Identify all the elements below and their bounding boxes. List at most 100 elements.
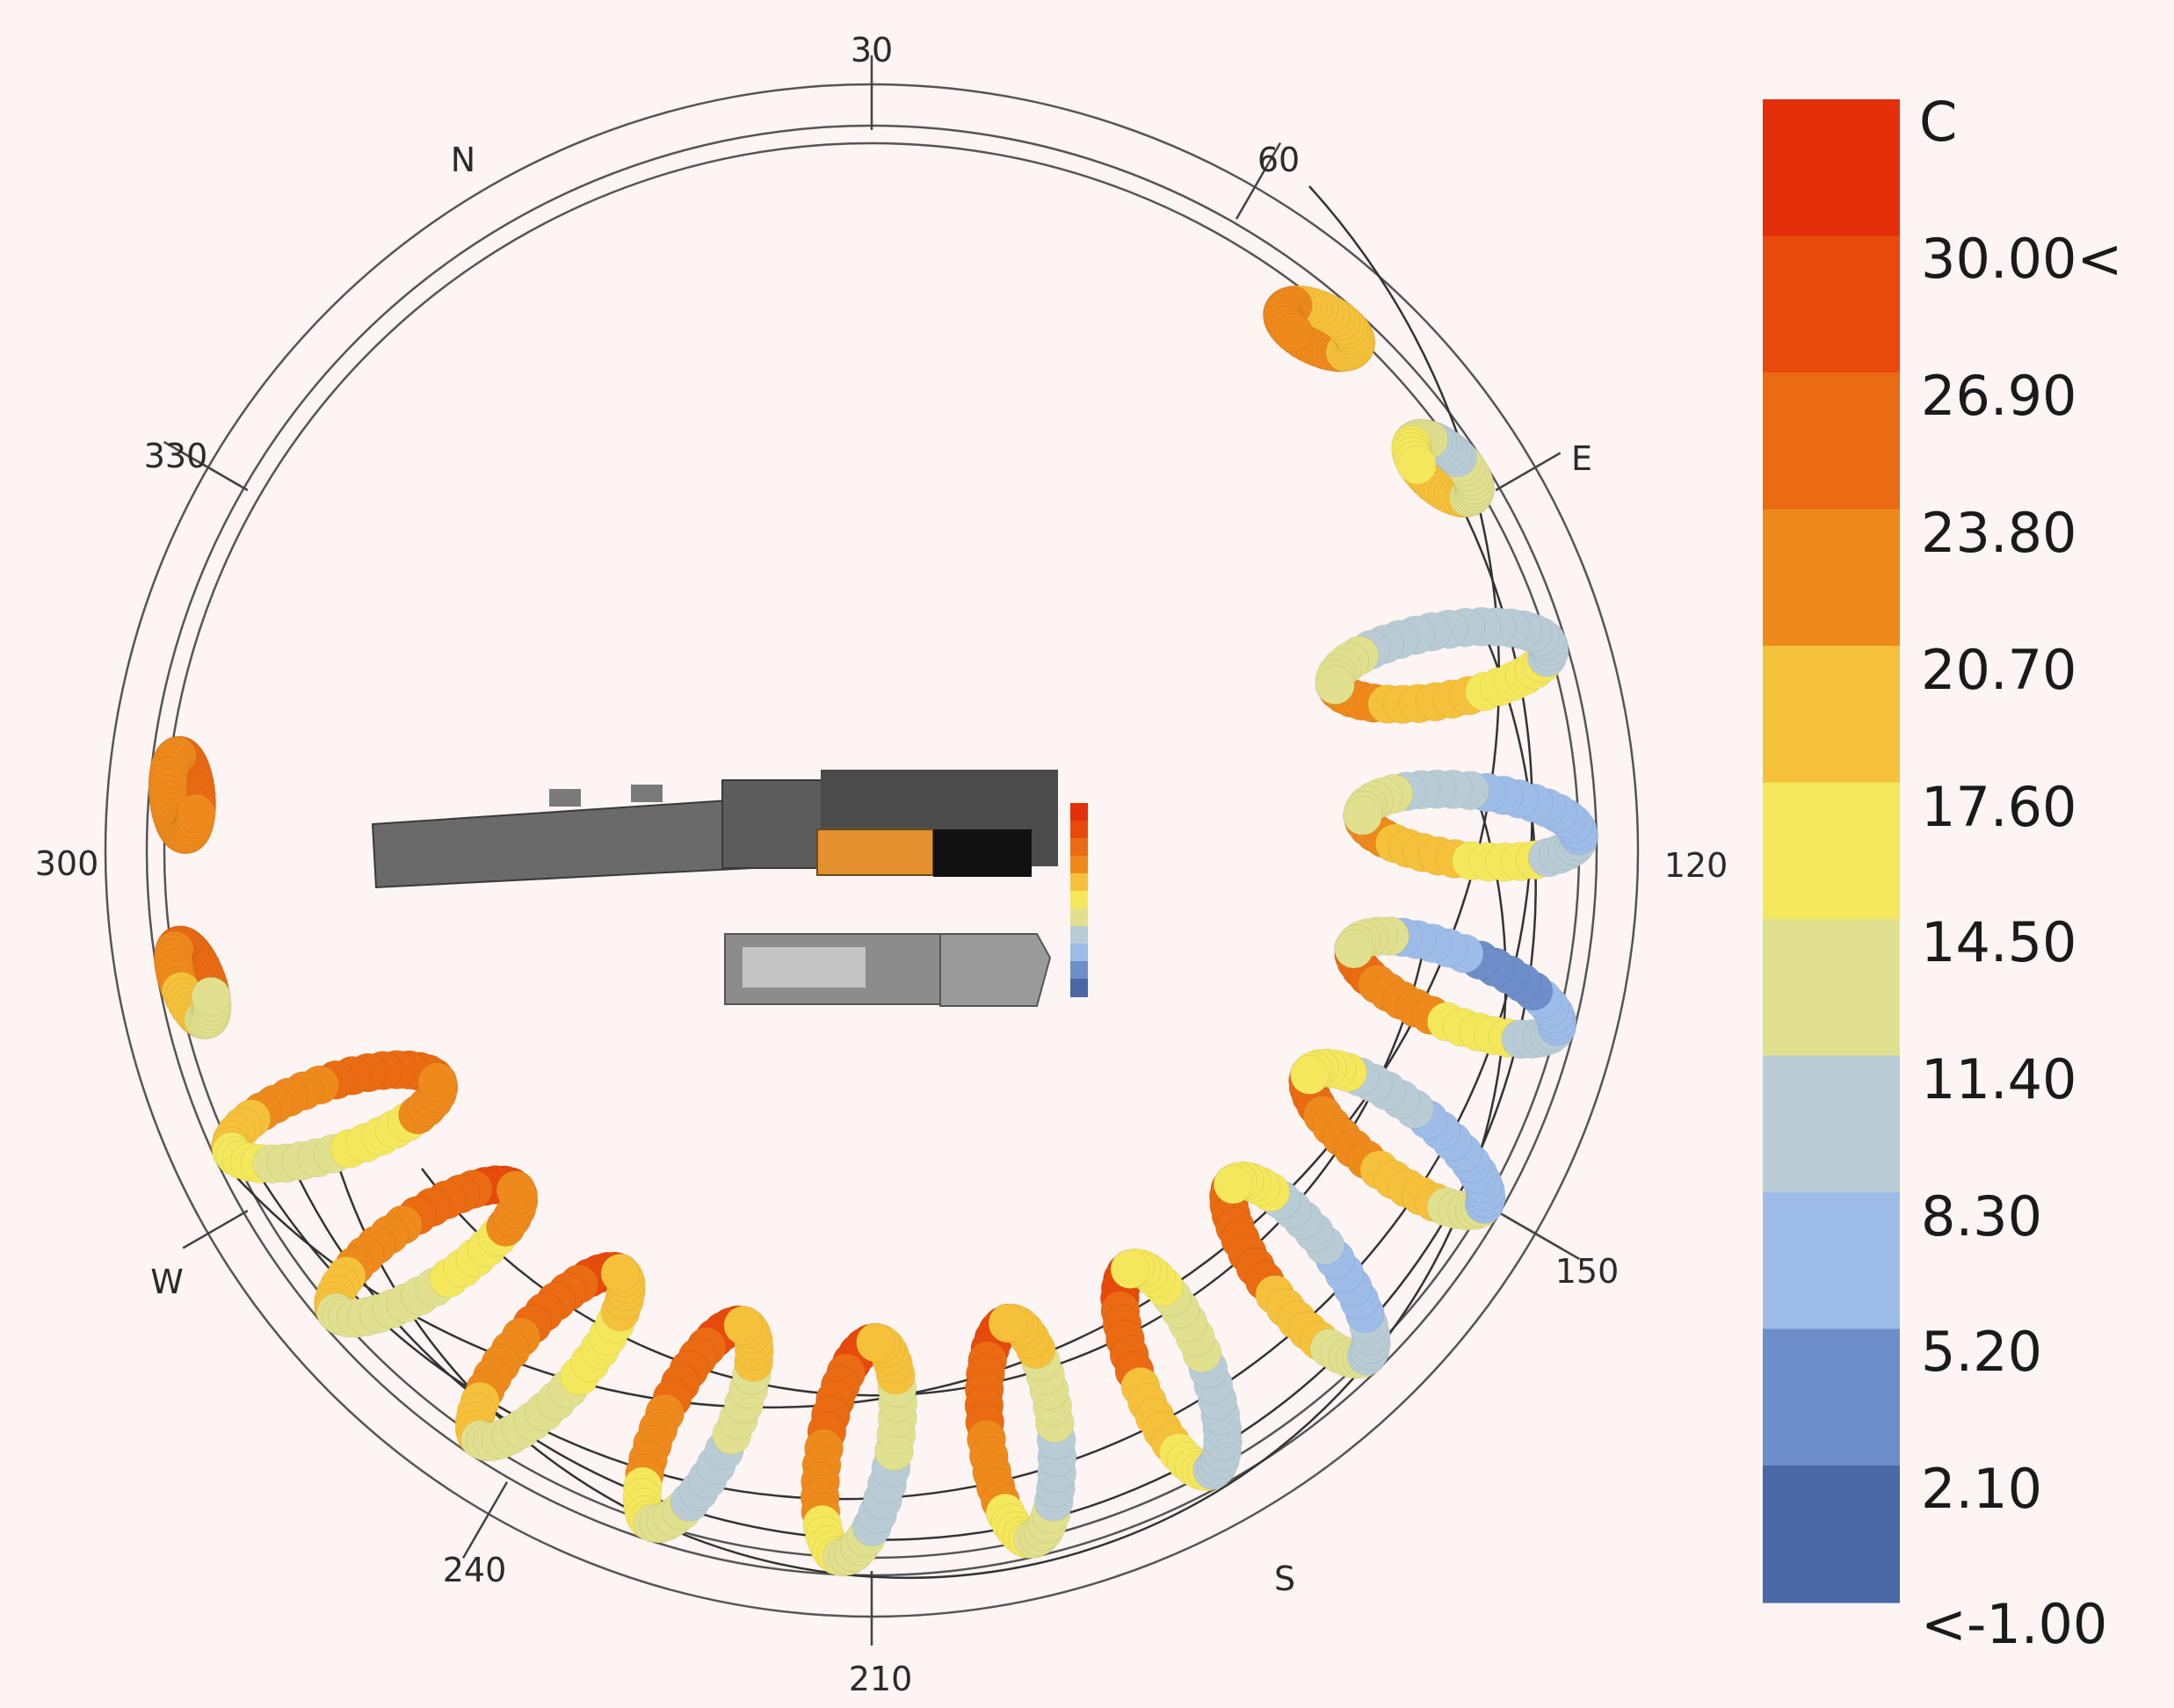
legend-value-3: 20.70: [1921, 638, 2077, 702]
angle-labels: 30 60 120 150 210 240 300 330: [35, 31, 1728, 1698]
sun-position-dot: [1343, 795, 1383, 836]
sun-position-dot: [1334, 929, 1374, 969]
thumbnail-legend-swatch: [1070, 961, 1088, 980]
legend-values: 30.00< 26.90 23.80 20.70 17.60 14.50 11.…: [1921, 227, 2122, 1656]
thumbnail-legend-swatch: [1070, 908, 1088, 927]
legend-value-4: 17.60: [1921, 775, 2077, 839]
thumbnail-legend-swatch: [1070, 873, 1088, 892]
legend-swatch: [1763, 1192, 1900, 1330]
sun-path-loop: [1262, 285, 1376, 373]
thumbnail-legend-swatch: [1070, 838, 1088, 857]
building-chimney-1: [549, 789, 581, 807]
thumbnail-legend-swatch: [1070, 821, 1088, 839]
angle-label-240: 240: [443, 1551, 507, 1589]
sun-path-loop: [314, 1165, 539, 1338]
legend-value-9: 2.10: [1921, 1457, 2042, 1521]
sun-path-loop: [1099, 1248, 1243, 1492]
legend-swatch: [1763, 1328, 1900, 1466]
legend-swatch: [1763, 919, 1900, 1057]
sun-path-loop: [148, 735, 217, 855]
legend-value-6: 11.40: [1921, 1047, 2077, 1111]
direction-label-s: S: [1274, 1560, 1295, 1598]
direction-label-n: N: [451, 141, 475, 179]
legend-value-8: 5.20: [1921, 1320, 2042, 1384]
sun-position-dot: [191, 976, 231, 1017]
building-plan-inner: [743, 947, 866, 988]
thumbnail-legend-swatch: [1070, 891, 1088, 909]
direction-label-w: W: [150, 1263, 184, 1301]
compass-tick: [182, 1209, 249, 1249]
legend-swatch: [1763, 646, 1900, 784]
sun-position-dot: [496, 1170, 536, 1211]
thumbnail-legend-swatch: [1070, 856, 1088, 874]
legend-unit: C: [1919, 90, 1957, 154]
angle-label-300: 300: [35, 844, 99, 883]
sun-path-loops: [148, 285, 1599, 1577]
sun-position-dot: [1213, 1164, 1253, 1205]
sun-position-dot: [176, 793, 216, 834]
legend-swatch: [1763, 509, 1900, 647]
sun-position-dot: [417, 1062, 458, 1102]
direction-tick: [1235, 141, 1282, 220]
sun-position-dot: [856, 1322, 895, 1363]
legend-swatch: [1763, 99, 1900, 237]
legend-value-10: <-1.00: [1921, 1592, 2107, 1656]
compass-ticks: [163, 55, 1581, 1646]
building-roof-block: [721, 779, 827, 869]
temperature-legend: [1763, 99, 1900, 1603]
building-model-image: [371, 770, 1058, 1007]
legend-value-5: 14.50: [1921, 910, 2077, 974]
sun-path-loop: [1334, 916, 1577, 1060]
direction-tick: [461, 1481, 509, 1560]
sun-path-loop: [1315, 606, 1569, 725]
thumbnail-legend-swatch: [1070, 944, 1088, 962]
legend-swatch: [1763, 1466, 1900, 1603]
angle-label-30: 30: [851, 31, 893, 69]
sun-position-dot: [1273, 313, 1314, 352]
thumbnail-legend-swatch: [1070, 926, 1088, 944]
angle-label-210: 210: [849, 1660, 913, 1698]
legend-swatch: [1763, 373, 1900, 510]
building-black-wing: [933, 829, 1032, 877]
angle-label-120: 120: [1664, 846, 1728, 885]
direction-labels: N E S W: [150, 141, 1592, 1598]
sun-position-dot: [600, 1253, 641, 1293]
sun-position-dot: [1397, 445, 1437, 485]
sun-position-dot: [1289, 1054, 1330, 1095]
sun-path-loop: [454, 1251, 646, 1462]
legend-swatch: [1763, 782, 1900, 920]
building-analysis-facade: [816, 829, 934, 876]
building-chimney-2: [631, 785, 663, 802]
thumbnail-legend: [1070, 803, 1088, 997]
sun-path-loop: [153, 925, 232, 1040]
sun-path-loop: [1288, 1048, 1506, 1231]
direction-tick: [163, 440, 241, 488]
legend-swatch: [1763, 1055, 1900, 1193]
legend-value-0: 30.00<: [1921, 227, 2122, 291]
thumbnail-legend-swatch: [1070, 803, 1088, 821]
angle-label-330: 330: [144, 437, 208, 475]
sun-position-dot: [988, 1303, 1028, 1343]
sun-position-dot: [1110, 1249, 1150, 1290]
compass-tick: [1495, 452, 1562, 492]
angle-label-60: 60: [1257, 141, 1300, 179]
angle-label-150: 150: [1555, 1252, 1620, 1291]
sun-path-loop: [1208, 1161, 1391, 1379]
legend-value-2: 23.80: [1921, 501, 2077, 565]
direction-tick: [1503, 1213, 1581, 1261]
sun-path-loop: [1391, 418, 1496, 518]
sun-path-loop: [210, 1050, 459, 1184]
sun-path-loop: [964, 1303, 1077, 1560]
sun-position-dot: [723, 1306, 764, 1346]
legend-value-7: 8.30: [1921, 1184, 2042, 1248]
thumbnail-legend-swatch: [1070, 979, 1088, 997]
sun-position-dot: [1315, 665, 1355, 706]
sun-path-loop: [1343, 769, 1599, 882]
legend-value-1: 26.90: [1921, 364, 2077, 428]
legend-swatch: [1763, 235, 1900, 373]
direction-label-e: E: [1571, 439, 1592, 478]
sun-path-loop: [622, 1305, 774, 1544]
sun-path-loop: [800, 1322, 918, 1577]
building-plan-end: [939, 933, 1052, 1007]
